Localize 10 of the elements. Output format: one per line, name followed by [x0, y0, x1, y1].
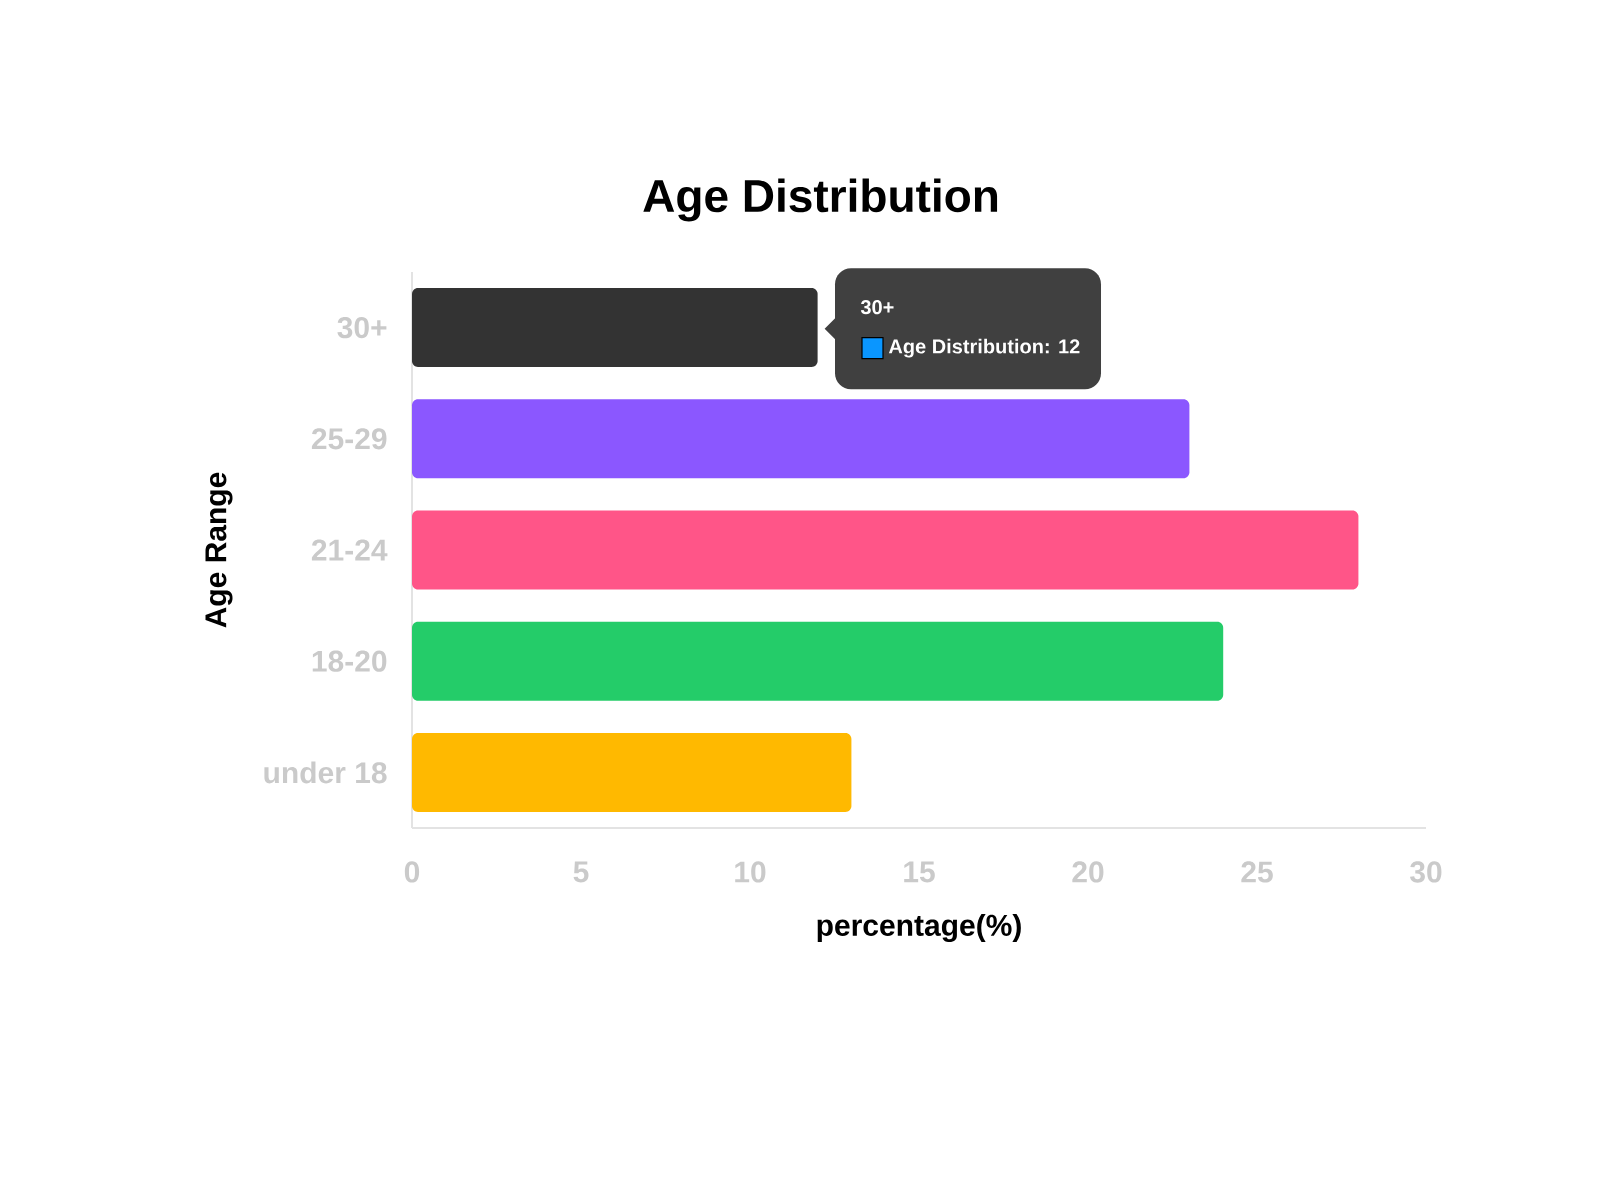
annotation: Age Distribution: 12: [888, 338, 1080, 358]
x-axis-title: percentage(%): [817, 913, 1021, 943]
bar: [412, 621, 1224, 701]
bar: [412, 732, 852, 812]
annotation: 30+: [860, 300, 894, 315]
bar: [412, 288, 818, 368]
y-axis-title: Age Range: [205, 472, 233, 628]
chart-title: Age Distribution: [643, 178, 998, 222]
bar: [412, 399, 1190, 479]
bar: [412, 510, 1359, 590]
